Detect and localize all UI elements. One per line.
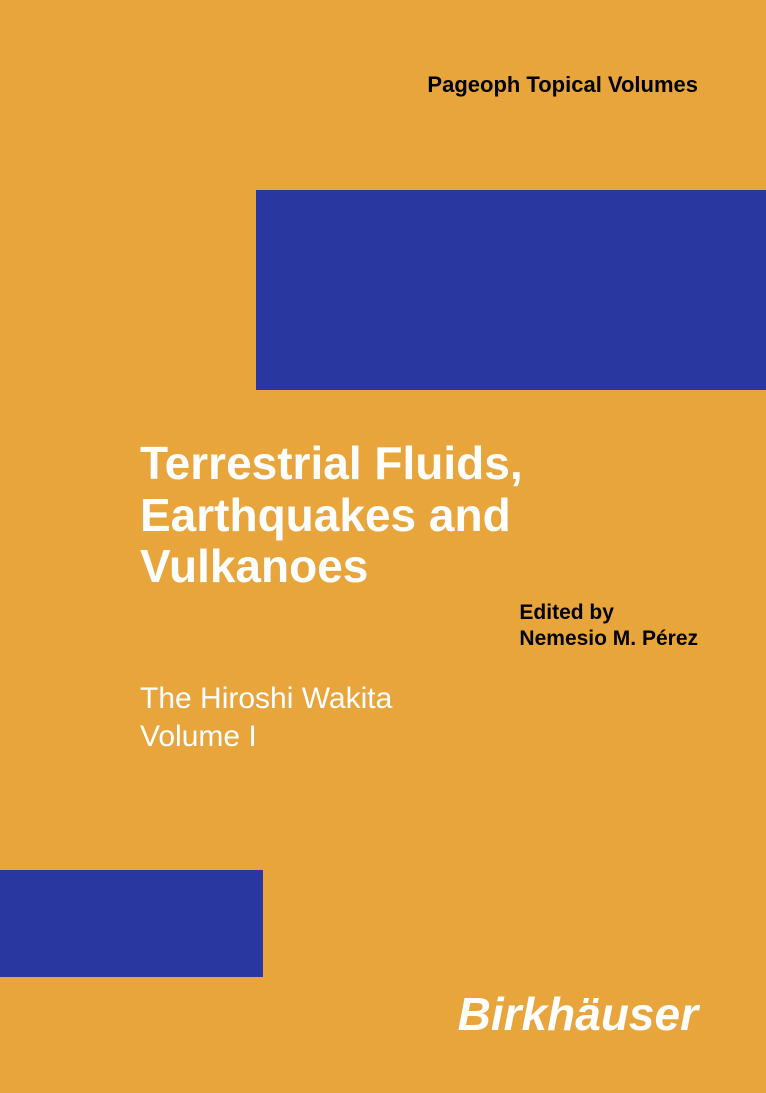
title-line-1: Terrestrial Fluids,: [140, 438, 523, 490]
publisher-name: Birkhäuser: [458, 987, 698, 1041]
title-line-2: Earthquakes and: [140, 490, 523, 542]
title-line-3: Vulkanoes: [140, 541, 523, 593]
decorative-rect-top: [256, 190, 766, 390]
book-subtitle: The Hiroshi Wakita Volume I: [140, 680, 392, 755]
subtitle-line-1: The Hiroshi Wakita: [140, 680, 392, 718]
editor-label: Edited by: [519, 600, 698, 626]
editor-block: Edited by Nemesio M. Pérez: [519, 600, 698, 653]
book-title: Terrestrial Fluids, Earthquakes and Vulk…: [140, 438, 523, 593]
editor-name: Nemesio M. Pérez: [519, 626, 698, 652]
series-label: Pageoph Topical Volumes: [427, 72, 698, 98]
subtitle-line-2: Volume I: [140, 718, 392, 756]
decorative-rect-bottom: [0, 870, 263, 977]
